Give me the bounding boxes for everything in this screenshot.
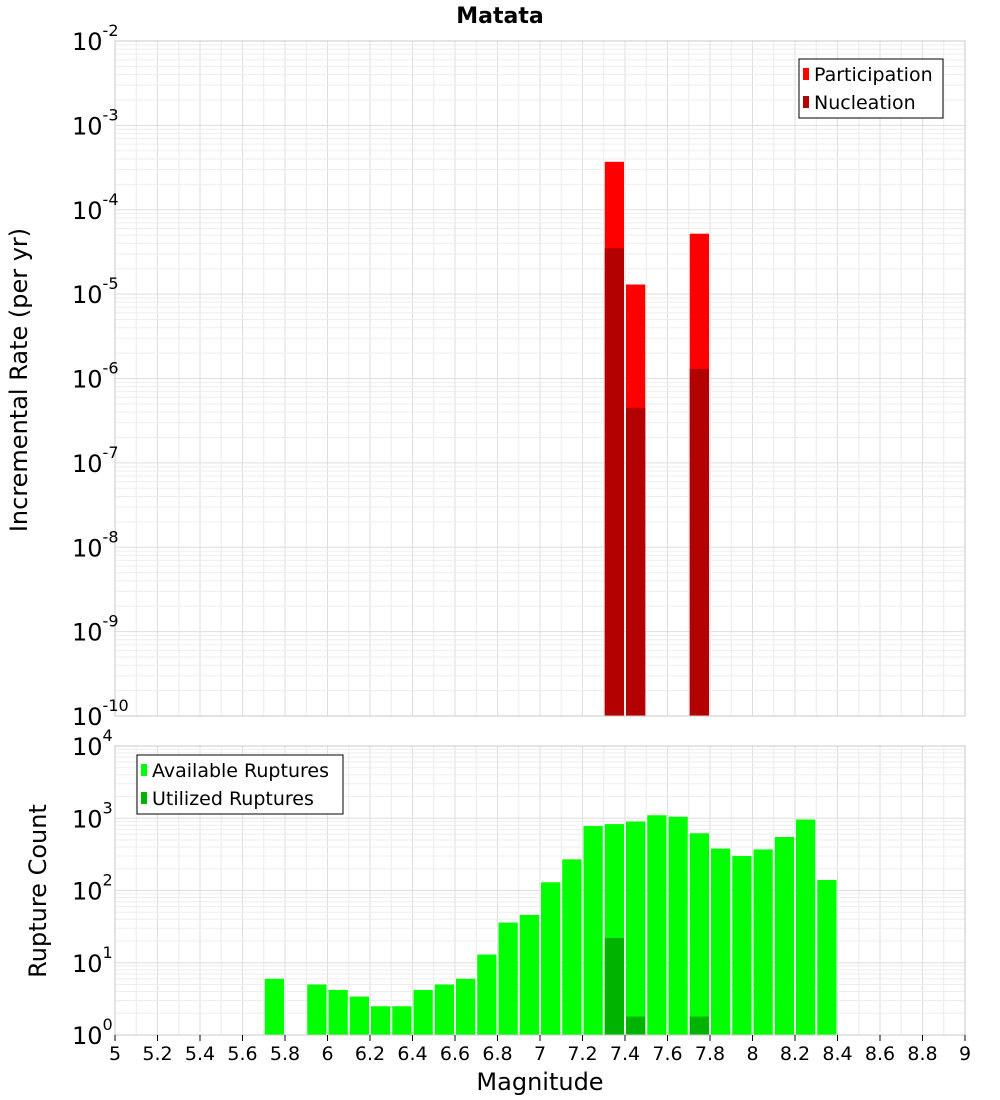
count-bars [264,815,837,1035]
x-tick-label: 9 [959,1043,971,1065]
x-tick-label: 6.4 [397,1043,427,1065]
bar-available-ruptures [689,833,709,1035]
y-tick-label: 10-10 [72,696,129,731]
bar-available-ruptures [711,848,731,1035]
bar-available-ruptures [753,849,773,1035]
count-y-axis-label: Rupture Count [24,804,52,978]
rate-plot-frame [114,40,966,717]
y-tick-label: 104 [72,726,113,761]
x-tick-label: 6.8 [482,1043,512,1065]
bar-available-ruptures [732,856,752,1035]
bar-available-ruptures [498,922,518,1035]
bar-overlay-nucleation [626,407,646,716]
legend-swatch [803,96,809,108]
legend-label: Available Ruptures [152,760,329,782]
chart-title: Matata [456,4,543,29]
x-tick-label: 6.6 [440,1043,470,1065]
bar-available-ruptures [541,882,561,1035]
rate-y-ticks: 10-10 10-9 10-8 10-7 10-6 10-5 10-4 10-3 10-2 [72,21,129,731]
bar-available-ruptures [349,996,369,1035]
bar-available-ruptures [796,819,816,1035]
bar-available-ruptures [392,1006,412,1035]
y-tick-label: 10-4 [72,190,119,225]
bar-available-ruptures [371,1006,391,1035]
bar-available-ruptures [774,837,794,1035]
y-tick-label: 100 [72,1015,113,1050]
y-tick-label: 101 [72,943,113,978]
bar-available-ruptures [307,984,327,1035]
bar-available-ruptures [413,989,433,1035]
x-tick-label: 7.8 [695,1043,725,1065]
bar-overlay-utilized-ruptures [626,1016,646,1035]
x-tick-label: 8 [746,1043,758,1065]
y-tick-label: 10-9 [72,612,119,647]
bar-available-ruptures [583,826,603,1035]
bar-overlay-utilized-ruptures [604,938,624,1035]
y-tick-label: 10-6 [72,359,119,394]
rate-bars [604,161,709,717]
y-tick-label: 10-2 [72,21,119,56]
bar-available-ruptures [456,978,476,1035]
bar-available-ruptures [477,954,497,1035]
rate-grid [114,41,966,717]
x-tick-label: 5.8 [270,1043,300,1065]
bar-available-ruptures [647,815,667,1035]
legend-swatch [803,68,809,80]
y-tick-label: 102 [72,871,113,906]
x-tick-label: 5.6 [227,1043,257,1065]
bar-available-ruptures [519,914,539,1035]
x-tick-label: 7.2 [567,1043,597,1065]
legend-box [136,754,344,815]
x-tick-label: 8.2 [780,1043,810,1065]
magnitude-x-ticks: 5 5.2 5.4 5.6 5.8 6 6.2 6.4 6.6 6.8 7 7.2 7.4 7.6 7.8 8… [109,1035,971,1065]
bar-available-ruptures [626,821,646,1035]
x-tick-label: 7 [534,1043,546,1065]
y-tick-label: 103 [72,798,113,833]
legend-swatch [141,792,147,804]
count-y-ticks: 100 101 102 103 104 [72,726,113,1050]
magnitude-x-axis-label: Magnitude [476,1068,603,1096]
legend-label: Participation [814,64,933,86]
y-tick-label: 10-5 [72,274,119,309]
legend-box [798,58,944,119]
x-tick-label: 5.2 [142,1043,172,1065]
x-tick-label: 5.4 [185,1043,215,1065]
rate-legend: Participation Nucleation [798,58,944,119]
y-tick-label: 10-3 [72,105,119,140]
x-tick-label: 8.4 [822,1043,852,1065]
count-legend: Available Ruptures Utilized Ruptures [136,754,344,815]
legend-label: Utilized Ruptures [152,788,314,810]
rate-y-axis-label: Incremental Rate (per yr) [5,228,33,532]
bar-overlay-utilized-ruptures [689,1016,709,1035]
legend-label: Nucleation [814,92,916,114]
x-tick-label: 8.6 [865,1043,895,1065]
legend-swatch [141,764,147,776]
bar-available-ruptures [434,984,454,1035]
rate-panel: 10-10 10-9 10-8 10-7 10-6 10-5 10-4 10-3 10-2 Ma… [5,4,966,731]
y-tick-label: 10-8 [72,527,119,562]
x-tick-label: 8.8 [907,1043,937,1065]
bar-available-ruptures [264,978,284,1035]
x-tick-label: 6 [321,1043,333,1065]
bar-overlay-nucleation [604,248,624,717]
y-tick-label: 10-7 [72,443,119,478]
bar-available-ruptures [668,816,688,1035]
x-tick-label: 6.2 [355,1043,385,1065]
bar-overlay-nucleation [689,368,709,716]
x-tick-label: 7.4 [610,1043,640,1065]
count-panel: 100 101 102 103 104 5 5.2 5.4 5.6 5.8 6 6.2 6.4 6.6 6… [24,726,971,1096]
x-tick-label: 5 [109,1043,121,1065]
bar-available-ruptures [562,859,582,1035]
bar-available-ruptures [817,879,837,1035]
x-tick-label: 7.6 [652,1043,682,1065]
bar-available-ruptures [328,989,348,1035]
